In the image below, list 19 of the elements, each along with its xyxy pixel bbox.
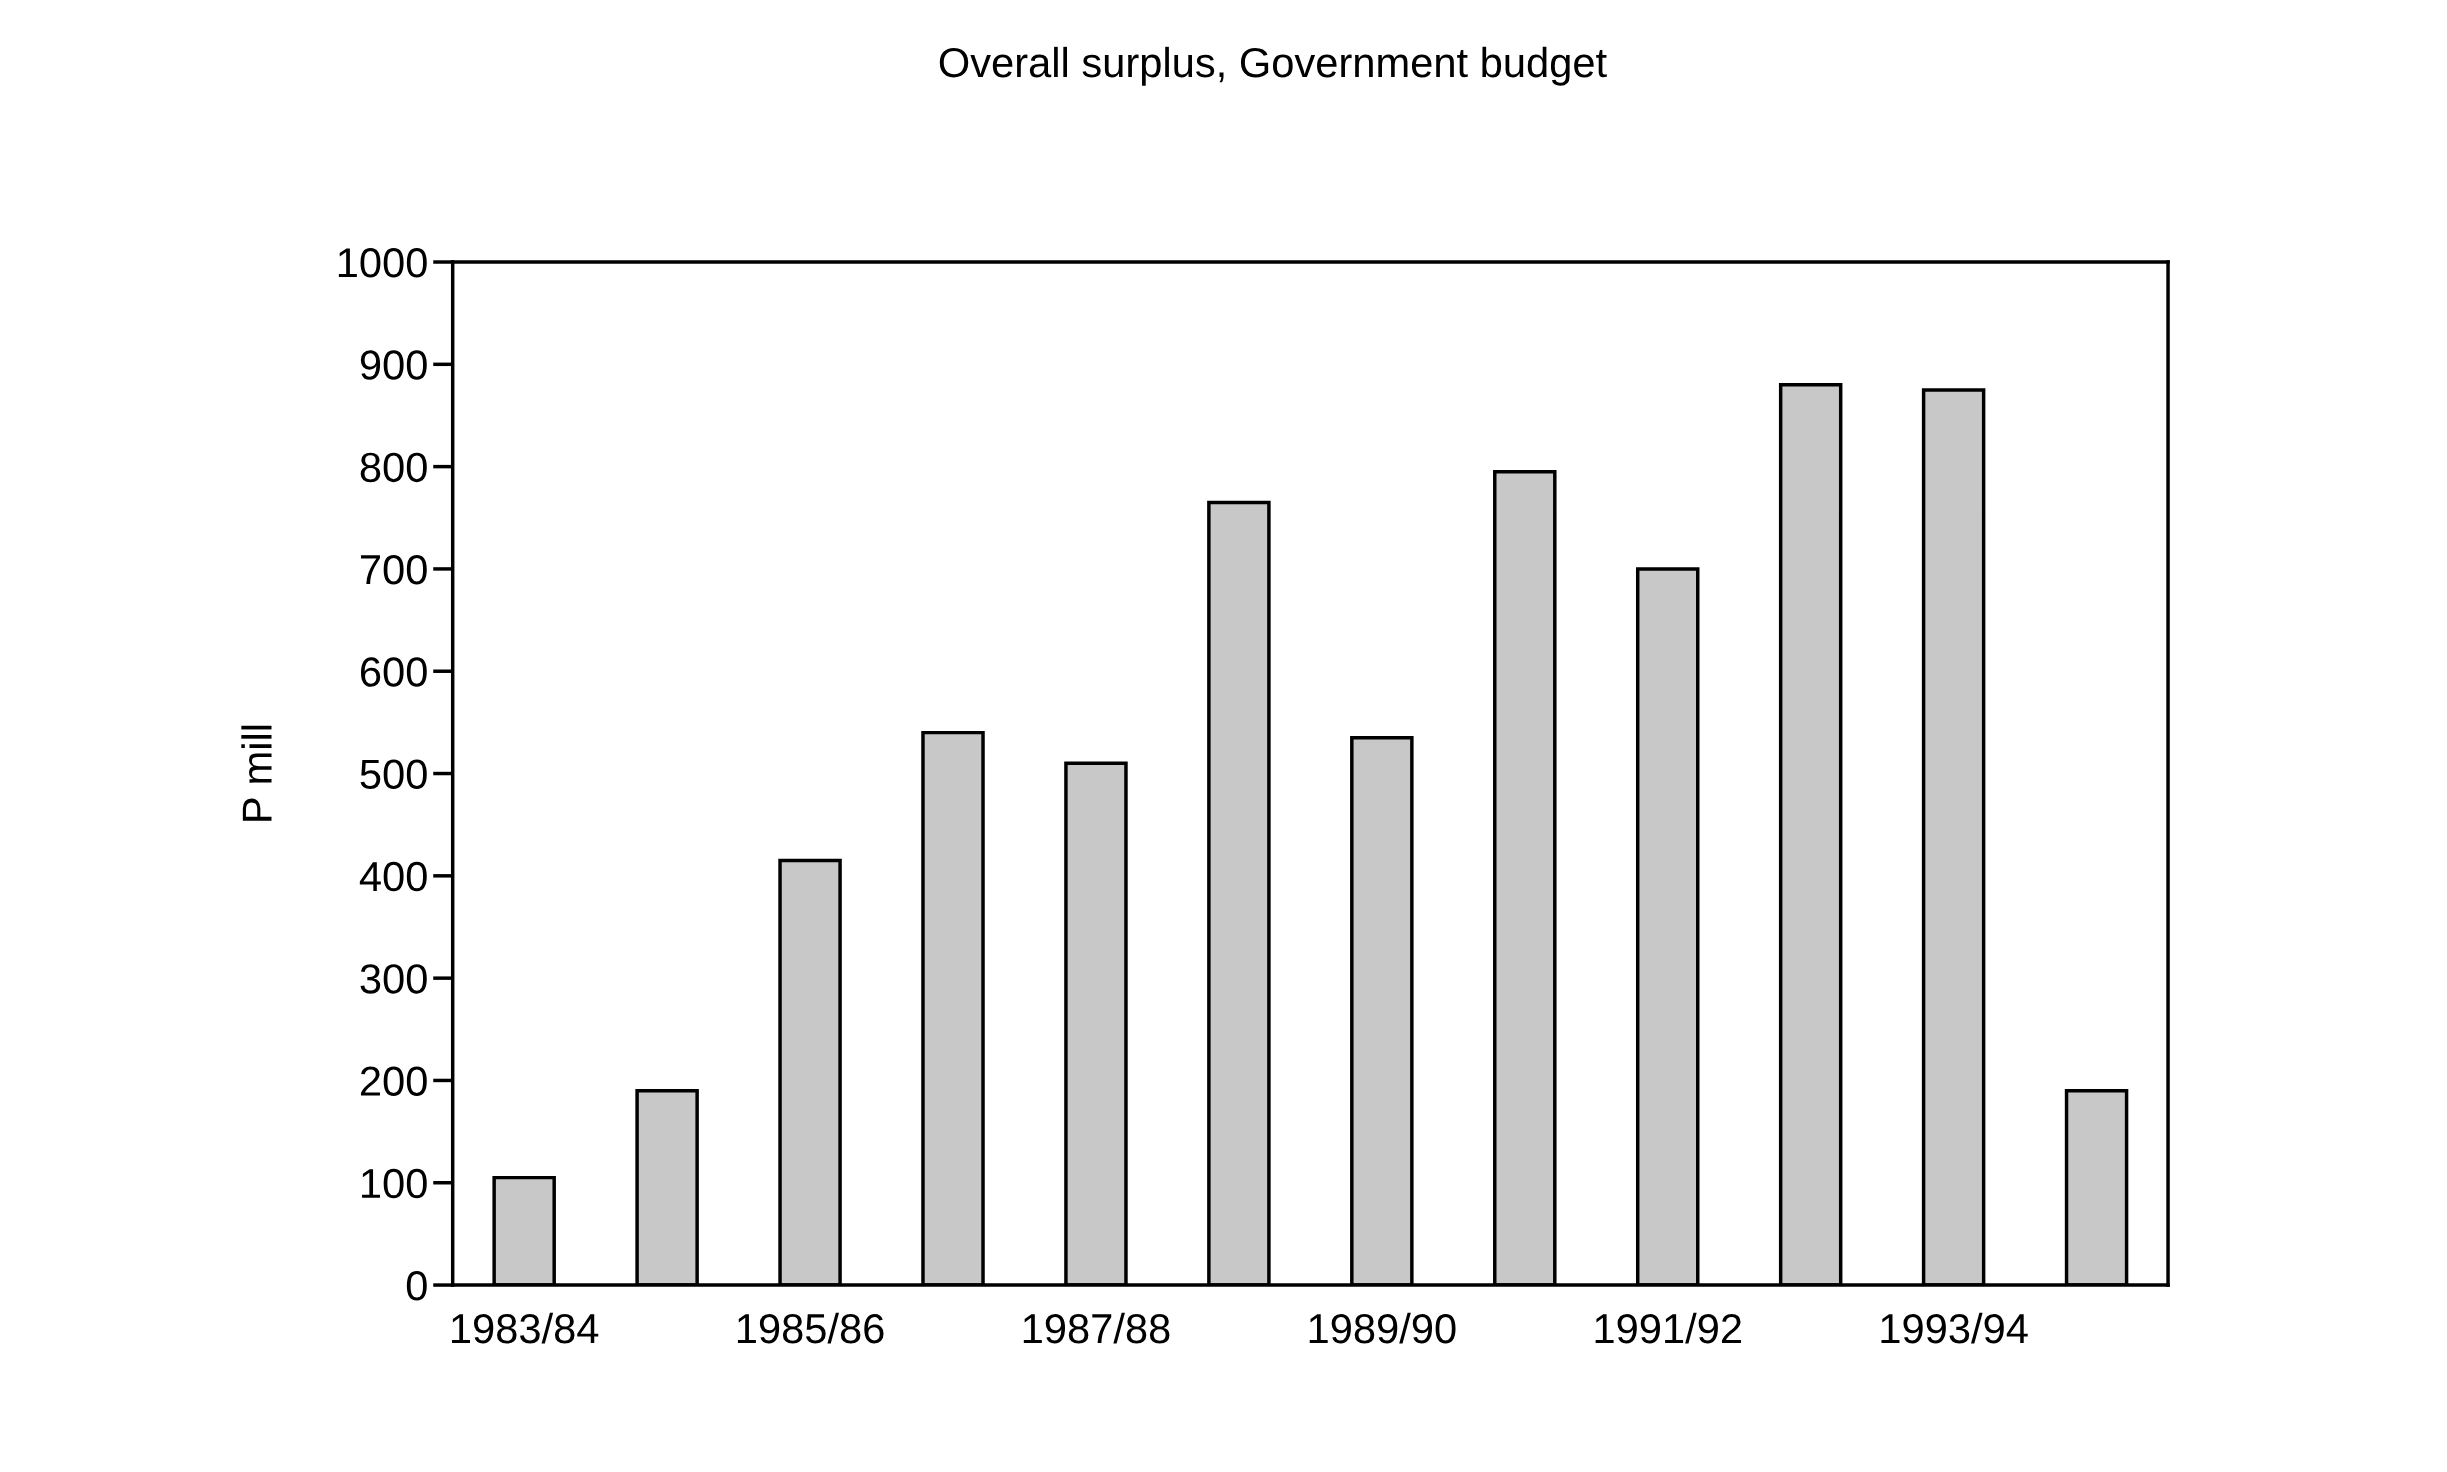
y-tick-label: 700 <box>361 554 427 585</box>
y-tick-label: 200 <box>360 1066 427 1096</box>
y-tick-label: 800 <box>360 452 427 483</box>
x-tick-label: 1987/88 <box>1023 1312 1170 1344</box>
y-axis-title: P mill <box>241 725 272 821</box>
y-tick-label: 500 <box>360 759 427 790</box>
x-tick-label: 1993/94 <box>1881 1312 2028 1344</box>
x-tick-label: 1991/92 <box>1595 1312 1741 1344</box>
x-tick-label: 1983/84 <box>452 1312 599 1344</box>
y-tick-label: 300 <box>360 964 427 994</box>
y-tick-label: 900 <box>360 350 427 380</box>
x-tick-label: 1989/90 <box>1309 1312 1456 1344</box>
y-tick-label: 0 <box>406 1271 427 1301</box>
y-tick-label: 400 <box>359 861 427 892</box>
y-tick-label: 100 <box>362 1168 427 1199</box>
x-tick-label: 1985/86 <box>737 1312 884 1344</box>
y-tick-label: 600 <box>360 657 427 687</box>
chart-title: Overall surplus, Government budget <box>939 46 1607 86</box>
y-tick-label: 1000 <box>338 248 427 278</box>
